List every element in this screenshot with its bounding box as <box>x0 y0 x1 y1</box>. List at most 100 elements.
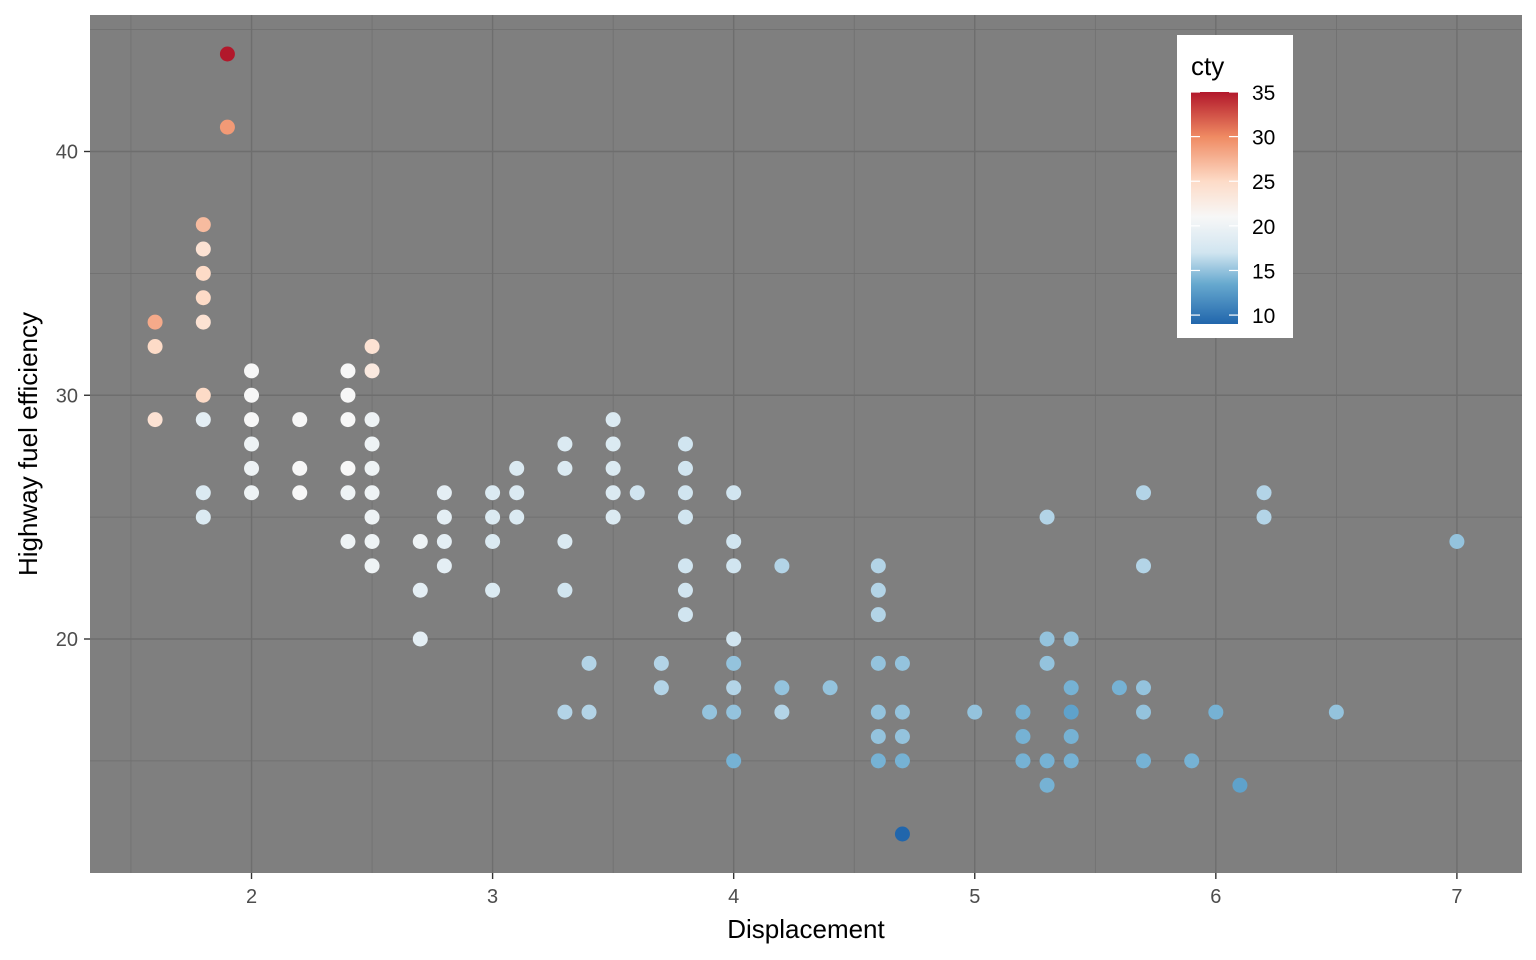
data-point <box>894 826 910 842</box>
data-point <box>147 314 163 330</box>
x-axis-ticks: 2 3 4 5 6 7 <box>246 873 1462 908</box>
data-point <box>557 704 573 720</box>
data-point <box>244 460 260 476</box>
data-point <box>870 753 886 769</box>
y-axis-ticks: 20 30 40 <box>56 142 90 651</box>
data-point <box>436 558 452 574</box>
data-point <box>195 314 211 330</box>
data-point <box>364 558 380 574</box>
data-point <box>219 46 235 62</box>
data-point <box>726 534 742 549</box>
data-point <box>822 680 838 696</box>
data-point <box>774 558 790 574</box>
data-point <box>1039 509 1055 525</box>
data-point <box>195 485 211 501</box>
x-tick-label: 3 <box>487 886 498 908</box>
legend-tick-label: 10 <box>1252 305 1275 328</box>
data-point <box>774 704 790 720</box>
x-tick-label: 4 <box>728 886 739 908</box>
data-point <box>340 412 356 428</box>
data-point <box>1039 631 1055 647</box>
data-point <box>1039 655 1055 671</box>
data-point <box>894 704 910 720</box>
data-point <box>677 485 693 501</box>
data-point <box>292 412 308 428</box>
y-tick-label: 40 <box>56 142 78 164</box>
data-point <box>1136 485 1152 501</box>
data-point <box>870 704 886 720</box>
data-point <box>195 509 211 525</box>
x-tick-label: 2 <box>246 886 257 908</box>
data-point <box>340 460 356 476</box>
data-point <box>340 534 356 549</box>
data-point <box>485 582 501 598</box>
data-point <box>1256 485 1272 501</box>
data-point <box>195 290 211 306</box>
data-point <box>364 363 380 379</box>
data-point <box>1136 704 1152 720</box>
data-point <box>412 534 428 549</box>
data-point <box>726 558 742 574</box>
data-point <box>509 485 525 501</box>
data-point <box>195 265 211 281</box>
data-point <box>1449 534 1465 549</box>
data-point <box>1184 753 1200 769</box>
data-point <box>1015 729 1031 744</box>
data-point <box>364 436 380 452</box>
data-point <box>1208 704 1224 720</box>
color-legend: cty 10 15 20 25 30 35 <box>1177 35 1293 338</box>
data-point <box>1328 704 1344 720</box>
plot-panel <box>90 15 1522 873</box>
data-point <box>1063 753 1079 769</box>
data-point <box>702 704 718 720</box>
data-point <box>195 241 211 257</box>
data-point <box>1063 631 1079 647</box>
data-point <box>364 509 380 525</box>
data-point <box>195 217 211 233</box>
data-points <box>147 46 1465 842</box>
legend-tick-label: 30 <box>1252 127 1275 150</box>
data-point <box>292 485 308 501</box>
data-point <box>726 704 742 720</box>
data-point <box>364 460 380 476</box>
data-point <box>1063 729 1079 744</box>
y-tick-label: 30 <box>56 385 78 407</box>
data-point <box>1015 753 1031 769</box>
data-point <box>557 460 573 476</box>
data-point <box>219 119 235 135</box>
data-point <box>581 655 597 671</box>
data-point <box>1136 558 1152 574</box>
data-point <box>677 558 693 574</box>
data-point <box>605 485 621 501</box>
data-point <box>605 436 621 452</box>
data-point <box>485 509 501 525</box>
data-point <box>364 339 380 354</box>
data-point <box>364 485 380 501</box>
data-point <box>581 704 597 720</box>
data-point <box>557 534 573 549</box>
data-point <box>605 412 621 428</box>
data-point <box>1039 753 1055 769</box>
x-axis-title: Displacement <box>727 914 885 944</box>
data-point <box>726 680 742 696</box>
data-point <box>726 485 742 501</box>
data-point <box>1136 753 1152 769</box>
data-point <box>653 655 669 671</box>
major-gridlines <box>90 15 1522 873</box>
data-point <box>1039 777 1055 793</box>
legend-tick-label: 15 <box>1252 260 1275 283</box>
data-point <box>147 412 163 428</box>
data-point <box>870 655 886 671</box>
data-point <box>244 436 260 452</box>
y-tick-label: 20 <box>56 629 78 651</box>
data-point <box>485 534 501 549</box>
legend-tick-label: 35 <box>1252 82 1275 105</box>
data-point <box>244 412 260 428</box>
data-point <box>557 436 573 452</box>
data-point <box>244 485 260 501</box>
data-point <box>870 582 886 598</box>
data-point <box>509 460 525 476</box>
data-point <box>364 534 380 549</box>
x-tick-label: 5 <box>969 886 980 908</box>
